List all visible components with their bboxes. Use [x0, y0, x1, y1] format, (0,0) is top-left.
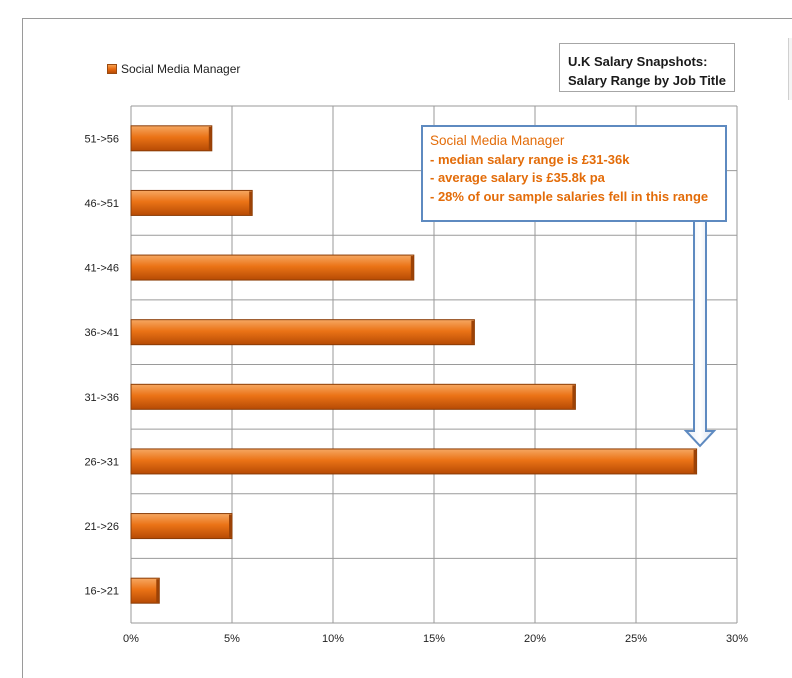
chart-title-line-1: U.K Salary Snapshots:	[568, 54, 708, 69]
x-tick-label: 30%	[726, 633, 748, 645]
legend-swatch	[107, 64, 117, 74]
chart-title-line-2: Salary Range by Job Title	[568, 73, 726, 88]
bar-end-cap	[693, 449, 697, 473]
bar-end-cap	[249, 191, 253, 215]
bar	[130, 383, 576, 410]
bar	[130, 577, 160, 604]
bar-chart: 0% 5% 10% 15% 20% 25% 30% 16->21 21->26 26->31 31-…	[84, 105, 748, 645]
y-tick-label: 51->56	[84, 133, 119, 145]
callout-share: - 28% of our sample salaries fell in thi…	[430, 188, 709, 204]
bar-end-cap	[156, 579, 160, 603]
bar	[130, 448, 698, 475]
callout-arrow	[683, 220, 717, 448]
edge-strip	[788, 38, 792, 100]
bar-end-cap	[572, 385, 576, 409]
x-tick-label: 10%	[322, 633, 344, 645]
x-tick-label: 20%	[524, 633, 546, 645]
y-tick-label: 36->41	[84, 327, 119, 339]
chart-title-box: U.K Salary Snapshots: Salary Range by Jo…	[559, 43, 735, 92]
chart-area	[22, 18, 792, 678]
bar	[130, 513, 233, 540]
y-tick-label: 41->46	[84, 263, 119, 275]
legend: Social Media Manager	[107, 62, 240, 76]
bar-end-cap	[410, 256, 414, 280]
bar-end-cap	[208, 126, 212, 150]
bar	[130, 254, 415, 281]
y-tick-label: 26->31	[84, 456, 119, 468]
y-tick-label: 21->26	[84, 521, 119, 533]
bar	[130, 319, 475, 346]
callout-average: - average salary is £35.8k pa	[430, 170, 605, 185]
x-tick-label: 15%	[423, 633, 445, 645]
x-tick-label: 0%	[123, 633, 139, 645]
bar	[130, 125, 213, 152]
y-tick-label: 46->51	[84, 198, 119, 210]
bar-end-cap	[229, 514, 232, 538]
callout-heading: Social Media Manager	[430, 133, 565, 148]
y-tick-label: 31->36	[84, 392, 119, 404]
x-tick-label: 25%	[625, 633, 647, 645]
x-tick-label: 5%	[224, 633, 240, 645]
callout-median: - median salary range is £31-36k	[430, 151, 630, 167]
legend-label: Social Media Manager	[121, 62, 241, 76]
bar-end-cap	[471, 320, 475, 344]
y-tick-label: 16->21	[84, 586, 119, 598]
annotation-callout: Social Media Manager - median salary ran…	[421, 125, 727, 222]
bar	[130, 189, 253, 216]
